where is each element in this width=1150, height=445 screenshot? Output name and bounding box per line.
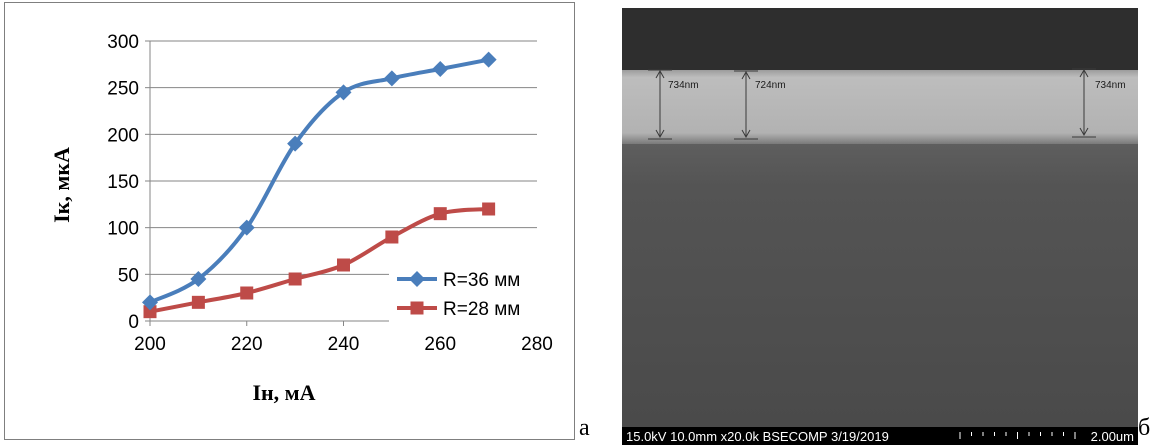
sem-background xyxy=(622,8,1138,70)
x-tick-label: 200 xyxy=(134,334,166,355)
data-point xyxy=(143,305,157,319)
y-tick-label: 200 xyxy=(107,125,139,146)
y-tick-label: 100 xyxy=(107,219,139,240)
gridlines xyxy=(150,40,537,275)
measurement-label-1: 734nm xyxy=(668,80,699,91)
legend-label: R=28 мм xyxy=(443,299,520,320)
data-point xyxy=(191,295,205,309)
chart-panel: 0 50 100 150 200 250 300 200 220 240 260 280 Iн, м… xyxy=(4,2,575,440)
legend-box xyxy=(389,260,555,326)
line-chart: 0 50 100 150 200 250 300 200 220 240 260 280 Iн, м… xyxy=(49,32,555,405)
data-point xyxy=(480,51,497,68)
x-tick-label: 240 xyxy=(328,334,360,355)
scale-bar xyxy=(959,432,1076,439)
data-point xyxy=(433,207,447,221)
x-tick-label: 220 xyxy=(231,334,263,355)
measurement-label-2: 724nm xyxy=(755,80,786,91)
measurement-3 xyxy=(1072,68,1096,138)
data-point xyxy=(190,271,207,287)
sem-film-layer xyxy=(622,70,1138,144)
measurement-1 xyxy=(648,69,672,140)
sem-info-text: 15.0kV 10.0mm x20.0k BSECOMP 3/19/2019 xyxy=(626,429,889,444)
scale-bar-label: 2.00um xyxy=(1091,429,1134,444)
data-point xyxy=(432,61,449,77)
x-tick-labels: 200 220 240 260 280 xyxy=(134,334,553,355)
sem-substrate xyxy=(622,144,1138,427)
y-tick-label: 50 xyxy=(118,265,139,286)
data-point xyxy=(482,202,496,216)
y-tick-label: 300 xyxy=(107,32,139,53)
y-tick-label: 150 xyxy=(107,172,139,193)
data-point xyxy=(142,294,158,311)
legend-marker xyxy=(410,301,424,315)
legend-marker xyxy=(409,271,425,287)
data-point xyxy=(238,219,255,236)
data-point xyxy=(335,84,352,101)
x-axis-title: Iн, мА xyxy=(252,380,315,405)
series-line xyxy=(149,57,490,305)
measurement-2 xyxy=(734,70,758,140)
legend-label: R=36 мм xyxy=(443,270,520,291)
y-axis-title: Iк, мкА xyxy=(49,147,74,223)
y-tick-label: 250 xyxy=(107,79,139,100)
sem-info-bar xyxy=(622,427,1138,445)
data-point xyxy=(287,135,304,152)
x-tick-label: 260 xyxy=(424,334,456,355)
measurement-label-3: 734nm xyxy=(1095,80,1126,91)
legend: R=36 мм R=28 мм xyxy=(389,260,555,326)
data-point xyxy=(337,258,350,272)
data-point xyxy=(385,230,399,244)
y-tick-labels: 0 50 100 150 200 250 300 xyxy=(107,32,139,333)
data-point xyxy=(383,70,400,87)
sem-micrograph: 734nm 724nm 734nm 15.0kV 10.0mm x20.0k B… xyxy=(622,8,1138,445)
data-point xyxy=(240,286,254,300)
data-point xyxy=(288,272,302,286)
series-2 xyxy=(143,202,496,319)
series xyxy=(142,51,497,319)
panel-label-b: б xyxy=(1138,415,1150,441)
y-tick-label: 0 xyxy=(128,312,139,333)
series-1 xyxy=(142,51,497,311)
x-tick-label: 280 xyxy=(521,334,553,355)
panel-label-a: а xyxy=(579,415,590,441)
